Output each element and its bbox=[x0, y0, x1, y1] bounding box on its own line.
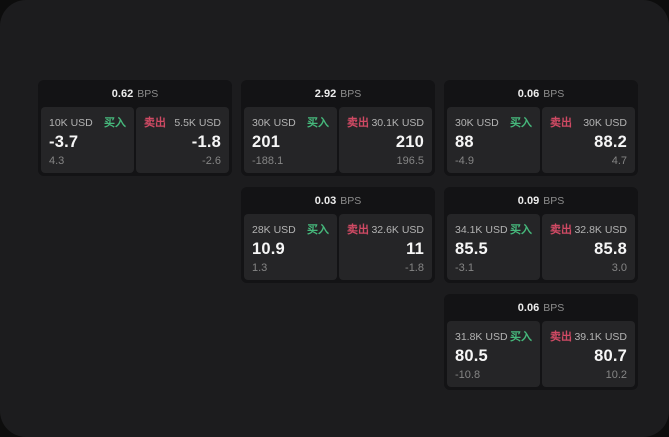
sell-panel[interactable]: 卖出 30K USD 88.2 4.7 bbox=[542, 107, 635, 173]
bps-header: 0.03 BPS bbox=[241, 187, 435, 214]
sell-panel[interactable]: 卖出 30.1K USD 210 196.5 bbox=[339, 107, 432, 173]
bps-value: 2.92 bbox=[314, 87, 337, 100]
buy-label: 买入 bbox=[510, 117, 532, 129]
buy-label: 买入 bbox=[510, 224, 532, 236]
buy-panel[interactable]: 30K USD 买入 88 -4.9 bbox=[447, 107, 540, 173]
sell-label: 卖出 bbox=[550, 224, 572, 236]
quote-card: 0.06 BPS 31.8K USD 买入 80.5 -10.8 卖出 39.1… bbox=[444, 294, 638, 390]
bps-unit-label: BPS bbox=[543, 194, 565, 207]
sell-price: 210 bbox=[395, 133, 424, 151]
buy-price: 10.9 bbox=[252, 240, 285, 258]
quote-panels: 30K USD 买入 88 -4.9 卖出 30K USD 88.2 4.7 bbox=[444, 107, 638, 176]
sell-panel[interactable]: 卖出 5.5K USD -1.8 -2.6 bbox=[136, 107, 229, 173]
sell-delta: -2.6 bbox=[202, 155, 221, 167]
sell-price: -1.8 bbox=[191, 133, 221, 151]
quote-card: 2.92 BPS 30K USD 买入 201 -188.1 卖出 30.1K … bbox=[241, 80, 435, 176]
buy-label: 买入 bbox=[307, 224, 329, 236]
buy-panel[interactable]: 28K USD 买入 10.9 1.3 bbox=[244, 214, 337, 280]
sell-panel[interactable]: 卖出 32.8K USD 85.8 3.0 bbox=[542, 214, 635, 280]
buy-delta: -10.8 bbox=[455, 369, 481, 381]
sell-delta: 196.5 bbox=[396, 155, 424, 167]
buy-label: 买入 bbox=[307, 117, 329, 129]
quote-card: 0.03 BPS 28K USD 买入 10.9 1.3 卖出 32.6K US… bbox=[241, 187, 435, 283]
buy-amount: 30K USD bbox=[455, 117, 499, 129]
quote-card: 0.09 BPS 34.1K USD 买入 85.5 -3.1 卖出 32.8K… bbox=[444, 187, 638, 283]
sell-amount: 30K USD bbox=[583, 117, 627, 129]
sell-label: 卖出 bbox=[347, 117, 369, 129]
buy-label: 买入 bbox=[510, 331, 532, 343]
quote-panels: 10K USD 买入 -3.7 4.3 卖出 5.5K USD -1.8 -2.… bbox=[38, 107, 232, 176]
buy-price: 85.5 bbox=[455, 240, 488, 258]
sell-label: 卖出 bbox=[550, 331, 572, 343]
buy-amount: 10K USD bbox=[49, 117, 93, 129]
buy-amount: 34.1K USD bbox=[455, 224, 508, 236]
buy-delta: -188.1 bbox=[252, 155, 284, 167]
buy-price: 80.5 bbox=[455, 347, 488, 365]
buy-panel[interactable]: 34.1K USD 买入 85.5 -3.1 bbox=[447, 214, 540, 280]
buy-panel[interactable]: 31.8K USD 买入 80.5 -10.8 bbox=[447, 321, 540, 387]
buy-amount: 30K USD bbox=[252, 117, 296, 129]
quote-panels: 28K USD 买入 10.9 1.3 卖出 32.6K USD 11 -1.8 bbox=[241, 214, 435, 283]
sell-amount: 32.6K USD bbox=[371, 224, 424, 236]
quote-panels: 34.1K USD 买入 85.5 -3.1 卖出 32.8K USD 85.8… bbox=[444, 214, 638, 283]
sell-amount: 5.5K USD bbox=[174, 117, 221, 129]
quote-card: 0.62 BPS 10K USD 买入 -3.7 4.3 卖出 5.5K USD bbox=[38, 80, 232, 176]
bps-header: 0.06 BPS bbox=[444, 294, 638, 321]
sell-price: 85.8 bbox=[594, 240, 627, 258]
bps-unit-label: BPS bbox=[340, 87, 362, 100]
sell-label: 卖出 bbox=[347, 224, 369, 236]
buy-delta: -3.1 bbox=[455, 262, 474, 274]
bps-unit-label: BPS bbox=[137, 87, 159, 100]
bps-header: 0.09 BPS bbox=[444, 187, 638, 214]
sell-delta: 4.7 bbox=[611, 155, 627, 167]
sell-price: 80.7 bbox=[594, 347, 627, 365]
sell-amount: 32.8K USD bbox=[574, 224, 627, 236]
buy-delta: 4.3 bbox=[49, 155, 65, 167]
sell-amount: 30.1K USD bbox=[371, 117, 424, 129]
sell-label: 卖出 bbox=[144, 117, 166, 129]
quote-card-grid: 0.62 BPS 10K USD 买入 -3.7 4.3 卖出 5.5K USD bbox=[38, 80, 638, 390]
bps-unit-label: BPS bbox=[543, 301, 565, 314]
bps-unit-label: BPS bbox=[543, 87, 565, 100]
sell-panel[interactable]: 卖出 32.6K USD 11 -1.8 bbox=[339, 214, 432, 280]
bps-header: 0.06 BPS bbox=[444, 80, 638, 107]
buy-amount: 31.8K USD bbox=[455, 331, 508, 343]
sell-delta: 3.0 bbox=[611, 262, 627, 274]
sell-amount: 39.1K USD bbox=[574, 331, 627, 343]
buy-price: -3.7 bbox=[49, 133, 79, 151]
sell-price: 88.2 bbox=[594, 133, 627, 151]
bps-header: 2.92 BPS bbox=[241, 80, 435, 107]
quote-panels: 30K USD 买入 201 -188.1 卖出 30.1K USD 210 1… bbox=[241, 107, 435, 176]
buy-panel[interactable]: 30K USD 买入 201 -188.1 bbox=[244, 107, 337, 173]
bps-value: 0.06 bbox=[517, 301, 540, 314]
sell-label: 卖出 bbox=[550, 117, 572, 129]
quote-panels: 31.8K USD 买入 80.5 -10.8 卖出 39.1K USD 80.… bbox=[444, 321, 638, 390]
buy-amount: 28K USD bbox=[252, 224, 296, 236]
buy-label: 买入 bbox=[104, 117, 126, 129]
quote-card: 0.06 BPS 30K USD 买入 88 -4.9 卖出 30K USD bbox=[444, 80, 638, 176]
sell-delta: 10.2 bbox=[605, 369, 627, 381]
buy-price: 88 bbox=[455, 133, 474, 151]
sell-price: 11 bbox=[406, 240, 424, 258]
bps-header: 0.62 BPS bbox=[38, 80, 232, 107]
sell-delta: -1.8 bbox=[405, 262, 424, 274]
bps-unit-label: BPS bbox=[340, 194, 362, 207]
buy-delta: 1.3 bbox=[252, 262, 268, 274]
bps-value: 0.06 bbox=[517, 87, 540, 100]
bps-value: 0.03 bbox=[314, 194, 337, 207]
bps-value: 0.09 bbox=[517, 194, 540, 207]
buy-delta: -4.9 bbox=[455, 155, 474, 167]
buy-panel[interactable]: 10K USD 买入 -3.7 4.3 bbox=[41, 107, 134, 173]
bps-value: 0.62 bbox=[111, 87, 134, 100]
buy-price: 201 bbox=[252, 133, 281, 151]
sell-panel[interactable]: 卖出 39.1K USD 80.7 10.2 bbox=[542, 321, 635, 387]
